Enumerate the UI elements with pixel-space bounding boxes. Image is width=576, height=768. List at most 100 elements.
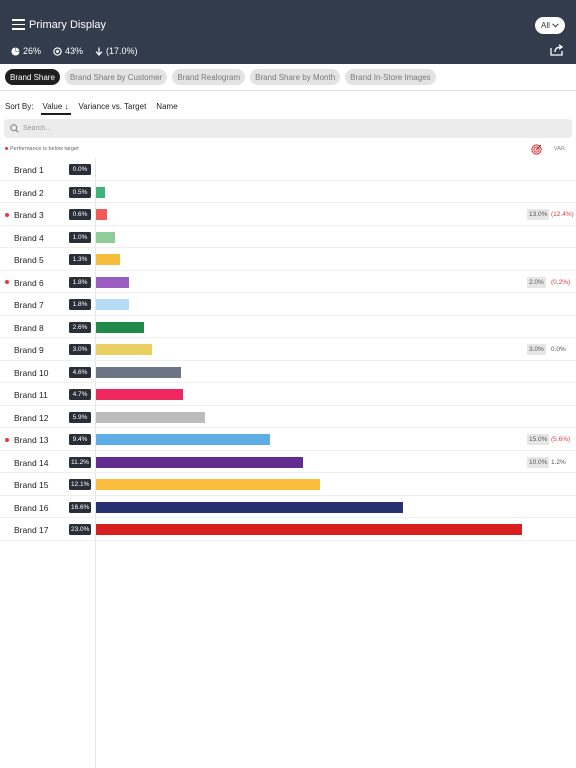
share-icon[interactable] xyxy=(550,44,564,56)
brand-value-label: 1.8% xyxy=(69,299,91,310)
brand-row[interactable]: Brand 6 1.8% 2.0% (0.2%) xyxy=(0,271,576,293)
sort-bar: Sort By: Value ↓ Variance vs. Target Nam… xyxy=(5,99,188,115)
brand-row[interactable]: Brand 7 1.8% xyxy=(0,293,576,316)
brand-row[interactable]: Brand 11 4.7% xyxy=(0,383,576,406)
search-bar xyxy=(4,119,572,138)
brand-name: Brand 16 xyxy=(14,502,49,513)
brand-target: 15.0% xyxy=(527,434,550,445)
brand-row[interactable]: Brand 17 23.0% xyxy=(0,518,576,541)
tab-brand-share-by-month[interactable]: Brand Share by Month xyxy=(250,69,341,85)
brand-bar[interactable] xyxy=(96,321,145,333)
brand-name: Brand 10 xyxy=(14,367,49,378)
sort-option-variance[interactable]: Variance vs. Target xyxy=(78,101,147,111)
brand-bar[interactable] xyxy=(96,254,121,265)
brand-value-label: 4.7% xyxy=(69,389,91,400)
below-target-dot xyxy=(5,280,9,284)
brand-row[interactable]: Brand 9 3.0% 3.0% 0.0% xyxy=(0,338,576,361)
brand-value-label: 0.5% xyxy=(69,186,91,198)
brand-name: Brand 3 xyxy=(14,210,44,220)
brand-bar[interactable] xyxy=(96,456,304,468)
brand-bar[interactable] xyxy=(96,524,522,535)
brand-bar[interactable] xyxy=(96,186,106,198)
search-input[interactable] xyxy=(23,125,543,132)
brand-variance: (5.6%) xyxy=(551,436,571,443)
brand-row[interactable]: Brand 2 0.5% xyxy=(0,181,576,203)
legend-row: Performance is below target VAR. xyxy=(5,144,571,156)
stat-share-value: 26% xyxy=(23,46,42,56)
brand-name: Brand 6 xyxy=(14,277,44,288)
brand-bar[interactable] xyxy=(96,231,115,243)
divider xyxy=(0,90,576,91)
arrow-down-icon xyxy=(95,46,103,56)
brand-list: Brand 1 0.0% Brand 2 0.5% Brand 3 0.6% 13.0% (1… xyxy=(0,158,576,541)
page-title: Primary Display xyxy=(29,19,107,31)
brand-row[interactable]: Brand 15 12.1% xyxy=(0,473,576,496)
stat-target: 43% xyxy=(53,46,83,56)
brand-name: Brand 12 xyxy=(14,412,49,423)
brand-row[interactable]: Brand 5 1.3% xyxy=(0,248,576,271)
brand-value-label: 0.6% xyxy=(69,209,91,220)
below-target-dot xyxy=(5,437,9,442)
tab-brand-realogram[interactable]: Brand Realogram xyxy=(172,69,246,85)
brand-value-label: 0.0% xyxy=(69,164,91,175)
sort-option-value[interactable]: Value ↓ xyxy=(41,99,71,115)
brand-bar[interactable] xyxy=(96,209,108,220)
chart-axis-line xyxy=(95,158,96,768)
brand-name: Brand 1 xyxy=(14,165,44,175)
brand-bar[interactable] xyxy=(96,411,206,423)
brand-bar[interactable] xyxy=(96,479,321,490)
brand-row[interactable]: Brand 1 0.0% xyxy=(0,158,576,181)
search-icon xyxy=(10,124,19,133)
filter-dropdown[interactable]: All xyxy=(535,17,565,34)
brand-row[interactable]: Brand 4 1.0% xyxy=(0,226,576,248)
brand-name: Brand 17 xyxy=(14,525,49,535)
target-icon[interactable] xyxy=(531,144,542,155)
brand-row[interactable]: Brand 12 5.9% xyxy=(0,406,576,428)
below-target-dot xyxy=(5,147,8,150)
pie-chart-icon xyxy=(11,46,20,56)
brand-value-label: 1.3% xyxy=(69,254,91,265)
brand-value-label: 1.8% xyxy=(69,276,91,288)
brand-row[interactable]: Brand 14 11.2% 10.0% 1.2% xyxy=(0,451,576,473)
brand-bar[interactable] xyxy=(96,434,271,445)
brand-bar[interactable] xyxy=(96,501,404,513)
brand-name: Brand 13 xyxy=(14,435,49,445)
brand-bar[interactable] xyxy=(96,299,130,310)
brand-row[interactable]: Brand 8 2.6% xyxy=(0,316,576,338)
brand-variance: 1.2% xyxy=(551,458,566,466)
brand-bar[interactable] xyxy=(96,389,184,400)
brand-variance: (12.4%) xyxy=(551,211,574,218)
below-target-dot xyxy=(5,212,9,217)
tab-brand-share-by-customer[interactable]: Brand Share by Customer xyxy=(64,69,168,85)
brand-target: 2.0% xyxy=(527,276,546,288)
brand-bar[interactable] xyxy=(96,366,182,378)
brand-row[interactable]: Brand 10 4.6% xyxy=(0,361,576,383)
brand-variance: (0.2%) xyxy=(551,278,571,286)
tab-bar: Brand Share Brand Share by Customer Bran… xyxy=(5,69,436,85)
target-circle-icon xyxy=(53,46,62,56)
brand-name: Brand 7 xyxy=(14,300,44,310)
brand-value-label: 9.4% xyxy=(69,434,91,445)
brand-bar[interactable] xyxy=(96,276,130,288)
brand-name: Brand 2 xyxy=(14,187,44,198)
brand-variance: 0.0% xyxy=(551,346,566,353)
summary-stats: 26% 43% (17.0%) xyxy=(11,46,150,56)
below-target-legend: Performance is below target xyxy=(10,146,79,152)
brand-value-label: 4.6% xyxy=(69,366,91,378)
brand-name: Brand 11 xyxy=(14,390,48,400)
brand-value-label: 3.0% xyxy=(69,344,91,355)
sort-option-name[interactable]: Name xyxy=(156,101,178,111)
brand-value-label: 5.9% xyxy=(69,411,91,423)
brand-name: Brand 5 xyxy=(14,255,44,265)
tab-brand-share[interactable]: Brand Share xyxy=(5,69,60,85)
brand-name: Brand 15 xyxy=(14,480,49,490)
brand-name: Brand 8 xyxy=(14,322,44,333)
brand-name: Brand 9 xyxy=(14,345,44,355)
hamburger-menu-icon[interactable] xyxy=(12,19,25,31)
brand-row[interactable]: Brand 3 0.6% 13.0% (12.4%) xyxy=(0,203,576,226)
brand-row[interactable]: Brand 13 9.4% 15.0% (5.6%) xyxy=(0,428,576,451)
tab-brand-in-store-images[interactable]: Brand In-Store Images xyxy=(345,69,436,85)
brand-bar[interactable] xyxy=(96,344,152,355)
brand-row[interactable]: Brand 16 16.6% xyxy=(0,496,576,518)
stat-variance: (17.0%) xyxy=(95,46,138,56)
